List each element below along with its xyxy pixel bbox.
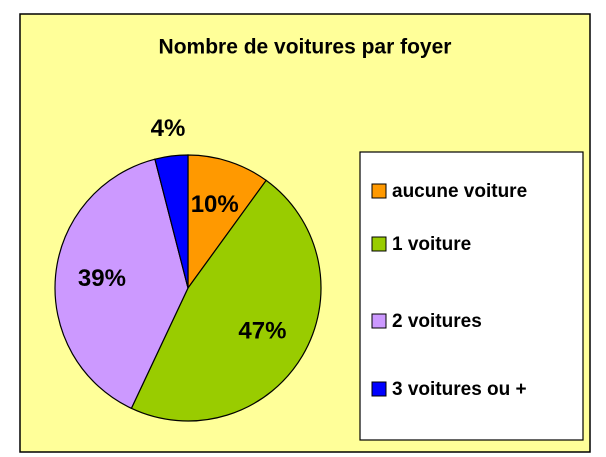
data-label: 10% [191,191,239,218]
legend-swatch [371,381,387,397]
pie-slice [130,179,322,422]
legend-label: 1 voiture [392,234,471,255]
data-label: 39% [78,265,126,292]
chart-title: Nombre de voitures par foyer [159,36,452,59]
data-label: 4% [151,115,186,142]
pie-slice [54,158,189,410]
legend-box [359,151,584,441]
legend-label: 2 voitures [392,311,482,332]
legend-swatch [371,313,387,329]
pie-slice [187,154,268,290]
legend-swatch [371,183,387,199]
legend-label: aucune voiture [392,181,527,202]
legend-swatch [371,236,387,252]
data-label: 47% [238,317,286,344]
legend-label: 3 voitures ou + [392,379,527,400]
pie-slice [154,154,189,289]
